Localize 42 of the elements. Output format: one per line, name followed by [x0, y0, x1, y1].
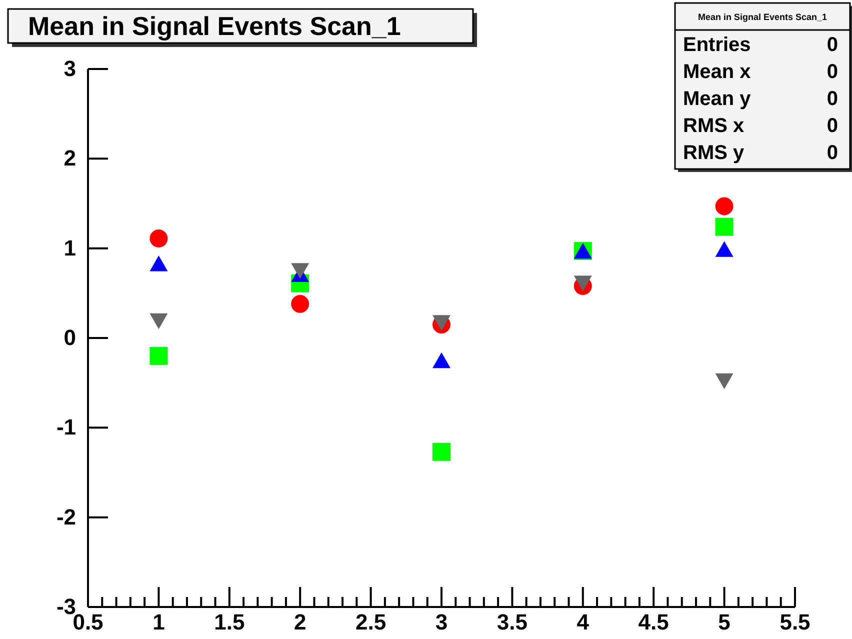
y-tick-label: -2 — [56, 504, 76, 530]
x-tick-label: 2.5 — [356, 610, 386, 634]
text: 0 — [826, 61, 838, 83]
annotation: Mean x — [683, 61, 751, 83]
text: Entries — [683, 34, 751, 56]
text: 0 — [826, 34, 838, 56]
x-tick-label: 4.5 — [638, 610, 669, 634]
point — [432, 315, 450, 331]
point — [715, 197, 734, 216]
x-tick-label: 2 — [294, 610, 306, 634]
point — [150, 313, 168, 330]
point — [150, 346, 168, 365]
text: 0 — [826, 88, 838, 110]
y-tick-label: 1 — [64, 235, 76, 260]
x-tick-label: 4 — [576, 610, 590, 634]
x-tick-label: 5.5 — [780, 610, 810, 634]
text: 0 — [826, 142, 838, 164]
annotation: Mean y — [683, 88, 752, 110]
chart-title: Mean in Signal Events Scan_1 — [28, 11, 401, 41]
y-tick-label: 2 — [64, 146, 76, 171]
annotation: RMS y — [683, 142, 745, 164]
x-tick-label: 3 — [435, 610, 448, 634]
y-tick-label: 0 — [64, 325, 76, 350]
point — [715, 373, 734, 390]
x-tick-label: 5 — [718, 610, 730, 634]
x-tick-label: 1 — [152, 610, 165, 634]
point — [150, 255, 168, 272]
point — [574, 276, 592, 292]
point — [291, 294, 310, 313]
point — [715, 218, 734, 236]
point — [291, 263, 310, 279]
point — [715, 241, 734, 257]
annotation: RMS x — [683, 115, 744, 137]
y-tick-label: 3 — [64, 56, 76, 82]
x-tick-label: 3.5 — [496, 610, 528, 634]
x-tick-label: 1.5 — [214, 610, 245, 634]
point — [150, 229, 168, 248]
text: 0 — [826, 115, 838, 137]
point — [432, 442, 450, 461]
text: Mean in Signal Events Scan_1 — [698, 12, 828, 22]
y-tick-label: -1 — [56, 414, 76, 440]
point — [432, 352, 450, 368]
